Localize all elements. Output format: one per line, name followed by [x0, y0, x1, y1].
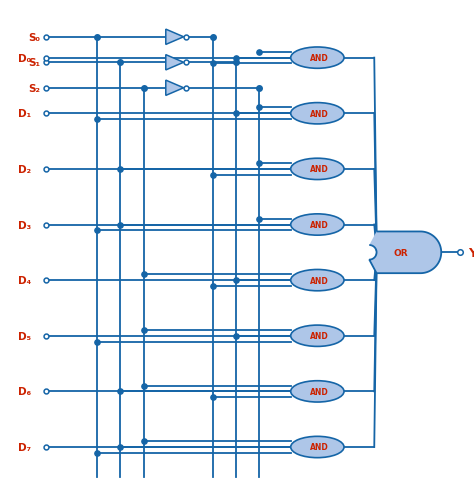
- Text: D₃: D₃: [18, 220, 31, 230]
- Text: D₀: D₀: [18, 54, 31, 64]
- Ellipse shape: [291, 436, 344, 458]
- Ellipse shape: [291, 103, 344, 125]
- Ellipse shape: [291, 48, 344, 69]
- Text: AND: AND: [310, 220, 329, 229]
- Text: Y: Y: [468, 246, 474, 260]
- Text: AND: AND: [310, 387, 329, 396]
- Text: AND: AND: [310, 110, 329, 119]
- Text: AND: AND: [310, 332, 329, 341]
- Ellipse shape: [291, 270, 344, 291]
- Ellipse shape: [291, 326, 344, 347]
- Polygon shape: [166, 56, 183, 71]
- Polygon shape: [166, 30, 183, 45]
- Ellipse shape: [291, 214, 344, 235]
- Text: D₅: D₅: [18, 331, 31, 341]
- Text: S₁: S₁: [28, 58, 40, 68]
- Text: D₂: D₂: [18, 164, 31, 174]
- Text: D₇: D₇: [18, 442, 31, 452]
- Text: D₁: D₁: [18, 109, 31, 119]
- Text: AND: AND: [310, 54, 329, 63]
- PathPatch shape: [369, 232, 441, 274]
- Text: AND: AND: [310, 442, 329, 451]
- Polygon shape: [166, 81, 183, 96]
- Ellipse shape: [291, 159, 344, 180]
- Text: AND: AND: [310, 165, 329, 174]
- Text: AND: AND: [310, 276, 329, 285]
- Text: OR: OR: [393, 248, 408, 258]
- Text: D₆: D₆: [18, 387, 31, 397]
- Text: S₀: S₀: [28, 33, 40, 43]
- Text: S₂: S₂: [28, 84, 40, 94]
- Ellipse shape: [291, 381, 344, 402]
- Text: D₄: D₄: [18, 276, 31, 286]
